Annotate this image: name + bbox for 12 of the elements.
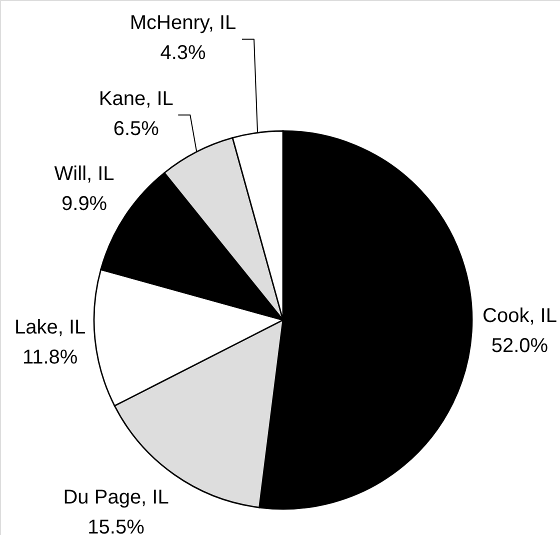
slice-label: Cook, IL [482, 305, 557, 328]
data-label: 9.9% [62, 192, 108, 215]
data-label: 15.5% [88, 516, 145, 535]
data-label: 4.3% [160, 42, 206, 64]
data-label: 6.5% [113, 118, 160, 140]
slice-label: McHenry, IL [130, 12, 236, 34]
data-label: 52.0% [491, 335, 548, 358]
slice-label: Lake, IL [14, 316, 86, 339]
slice-label: Kane, IL [98, 88, 174, 110]
slice-label: Will, IL [54, 162, 114, 185]
slice-label: Du Page, IL [63, 486, 169, 509]
data-label: 11.8% [22, 346, 78, 369]
